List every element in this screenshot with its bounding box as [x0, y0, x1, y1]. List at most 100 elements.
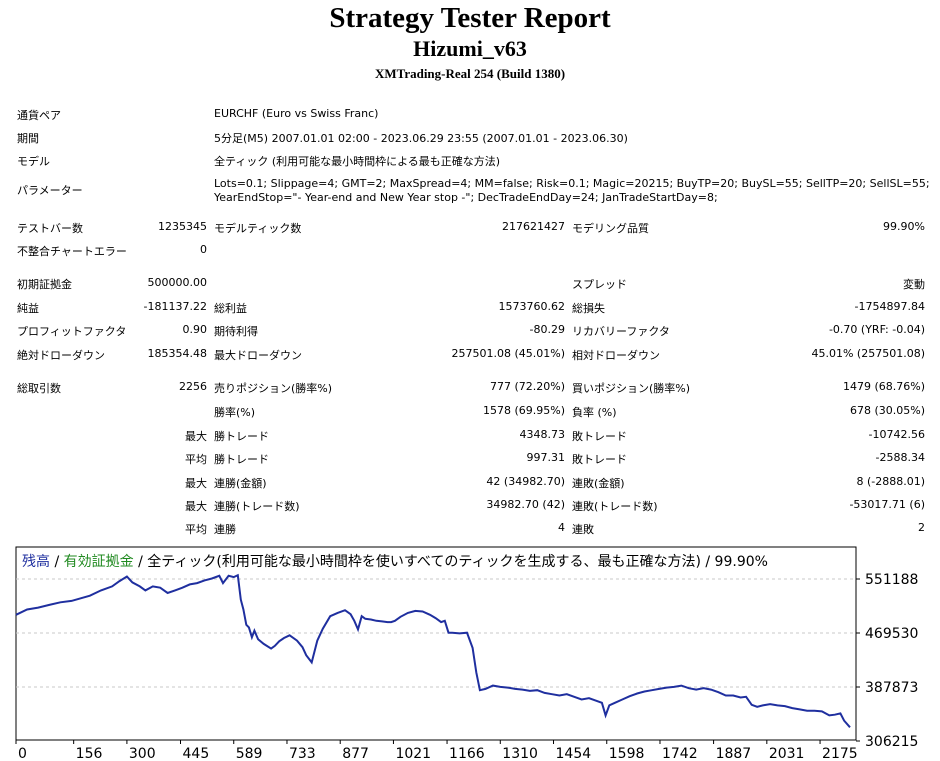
- win-rate-value: 1578 (69.95%): [482, 404, 565, 417]
- grid: [16, 578, 856, 688]
- recovery-factor-value: -0.70 (YRF: -0.04): [828, 323, 925, 336]
- avg-loss-value: -2588.34: [875, 451, 925, 464]
- period-value: 5分足(M5) 2007.01.01 02:00 - 2023.06.29 23…: [214, 132, 628, 145]
- max-cons-profit-label: 連勝(トレード数): [214, 500, 300, 513]
- model-label: モデル: [17, 155, 50, 168]
- total-trades-value: 2256: [179, 380, 207, 393]
- absolute-drawdown-label: 絶対ドローダウン: [17, 349, 105, 362]
- x-tick-label: 877: [342, 746, 369, 761]
- avg-cons-losses-value: 2: [918, 521, 925, 534]
- net-profit-label: 純益: [17, 302, 39, 315]
- max-cons-loss-value: -53017.71 (6): [849, 498, 925, 511]
- parameters-value-line2: YearEndStop="- Year-end and New Year sto…: [214, 191, 718, 204]
- chart-legend: 残高 / 有効証拠金 / 全ティック(利用可能な最小時間枠を使いすべてのティック…: [22, 551, 768, 571]
- profit-factor-label: プロフィットファクタ: [17, 325, 127, 338]
- parameters-value: Lots=0.1; Slippage=4; GMT=2; MaxSpread=4…: [214, 177, 930, 190]
- parameters-label: パラメーター: [17, 184, 83, 197]
- legend-equity: 有効証拠金: [63, 554, 134, 570]
- balance-chart: 0 156 300 445 589 733 877 1021 1166 1310 1454 1598 1…: [15, 546, 918, 761]
- x-tick-label: 733: [289, 746, 316, 761]
- long-positions-value: 1479 (68.76%): [842, 380, 925, 393]
- gross-loss-value: -1754897.84: [854, 300, 925, 313]
- expected-payoff-value: -80.29: [529, 323, 565, 336]
- largest-win-label: 勝トレード: [214, 430, 269, 443]
- deposit-value: 500000.00: [147, 276, 208, 289]
- y-tick-label: 469530: [865, 626, 918, 642]
- plot-area: [15, 546, 857, 741]
- avg-cons-losses-label: 連敗: [572, 523, 594, 536]
- mismatch-label: 不整合チャートエラー: [17, 245, 127, 258]
- max-label-2: 最大: [185, 477, 207, 490]
- x-tick-label: 1742: [662, 746, 698, 761]
- spread-value: 変動: [903, 278, 925, 291]
- spread-label: スプレッド: [572, 278, 627, 291]
- x-tick-label: 1021: [395, 746, 431, 761]
- x-tick-label: 589: [236, 746, 263, 761]
- x-tick-label: 156: [76, 746, 103, 761]
- max-cons-losses-label: 連敗(金額): [572, 477, 625, 490]
- avg-cons-wins-label: 連勝: [214, 523, 236, 536]
- total-trades-label: 総取引数: [17, 382, 61, 395]
- maximal-drawdown-label: 最大ドローダウン: [214, 349, 302, 362]
- max-label-3: 最大: [185, 500, 207, 513]
- deposit-label: 初期証拠金: [17, 278, 72, 291]
- win-rate-label: 勝率(%): [214, 406, 256, 419]
- short-positions-value: 777 (72.20%): [489, 380, 565, 393]
- profit-factor-value: 0.90: [182, 323, 208, 336]
- quality-value: 99.90%: [883, 220, 925, 233]
- x-tick-label: 2031: [769, 746, 805, 761]
- x-axis: 0 156 300 445 589 733 877 1021 1166 1310 1454 1598 1…: [15, 740, 858, 761]
- x-tick-label: 0: [18, 746, 27, 761]
- max-cons-losses-value: 8 (-2888.01): [856, 475, 925, 488]
- avg-win-value: 997.31: [526, 451, 566, 464]
- quality-label: モデリング品質: [572, 222, 649, 235]
- model-value: 全ティック (利用可能な最小時間枠による最も正確な方法): [214, 155, 501, 168]
- y-axis: 551188 469530 387873 306215: [856, 572, 918, 750]
- largest-loss-label: 敗トレード: [572, 430, 627, 443]
- relative-drawdown-value: 45.01% (257501.08): [811, 347, 925, 360]
- currency-pair-label: 通貨ペア: [17, 109, 61, 122]
- balance-line: [15, 573, 851, 728]
- max-cons-wins-value: 42 (34982.70): [486, 475, 565, 488]
- bars-value: 1235345: [158, 220, 207, 233]
- max-label-1: 最大: [185, 430, 207, 443]
- mismatch-value: 0: [200, 243, 207, 256]
- x-tick-label: 1166: [449, 746, 485, 761]
- short-positions-label: 売りポジション(勝率%): [214, 382, 333, 395]
- largest-loss-value: -10742.56: [868, 428, 925, 441]
- loss-rate-label: 負率 (%): [572, 406, 617, 419]
- report-subtitle: Hizumi_v63: [413, 36, 527, 61]
- x-tick-label: 2175: [822, 746, 858, 761]
- legend-separator: /: [50, 554, 64, 570]
- relative-drawdown-label: 相対ドローダウン: [572, 349, 660, 362]
- currency-pair-value: EURCHF (Euro vs Swiss Franc): [214, 107, 379, 120]
- avg-cons-wins-value: 4: [558, 521, 565, 534]
- x-tick-label: 1887: [716, 746, 752, 761]
- gross-profit-value: 1573760.62: [498, 300, 565, 313]
- x-tick-label: 445: [183, 746, 210, 761]
- avg-label-1: 平均: [185, 453, 207, 466]
- gross-profit-label: 総利益: [214, 302, 247, 315]
- max-cons-wins-label: 連勝(金額): [214, 477, 267, 490]
- maximal-drawdown-value: 257501.08 (45.01%): [451, 347, 565, 360]
- net-profit-value: -181137.22: [143, 300, 207, 313]
- max-cons-loss-label: 連敗(トレード数): [572, 500, 658, 513]
- legend-balance: 残高: [22, 554, 50, 570]
- x-tick-label: 1598: [609, 746, 645, 761]
- absolute-drawdown-value: 185354.48: [147, 347, 208, 360]
- report-build: XMTrading-Real 254 (Build 1380): [374, 66, 566, 81]
- max-cons-profit-value: 34982.70 (42): [486, 498, 565, 511]
- ticks-label: モデルティック数: [214, 222, 302, 235]
- legend-model-text: / 全ティック(利用可能な最小時間枠を使いすべてのティックを生成する、最も正確な…: [133, 554, 768, 570]
- ticks-value: 217621427: [502, 220, 565, 233]
- y-tick-label: 551188: [865, 572, 918, 588]
- x-tick-label: 1454: [556, 746, 592, 761]
- gross-loss-label: 総損失: [572, 302, 605, 315]
- expected-payoff-label: 期待利得: [214, 325, 258, 338]
- y-tick-label: 387873: [865, 680, 918, 696]
- loss-rate-value: 678 (30.05%): [849, 404, 925, 417]
- y-tick-label: 306215: [865, 734, 918, 750]
- avg-loss-label: 敗トレード: [572, 453, 627, 466]
- avg-label-2: 平均: [185, 523, 207, 536]
- largest-win-value: 4348.73: [519, 428, 566, 441]
